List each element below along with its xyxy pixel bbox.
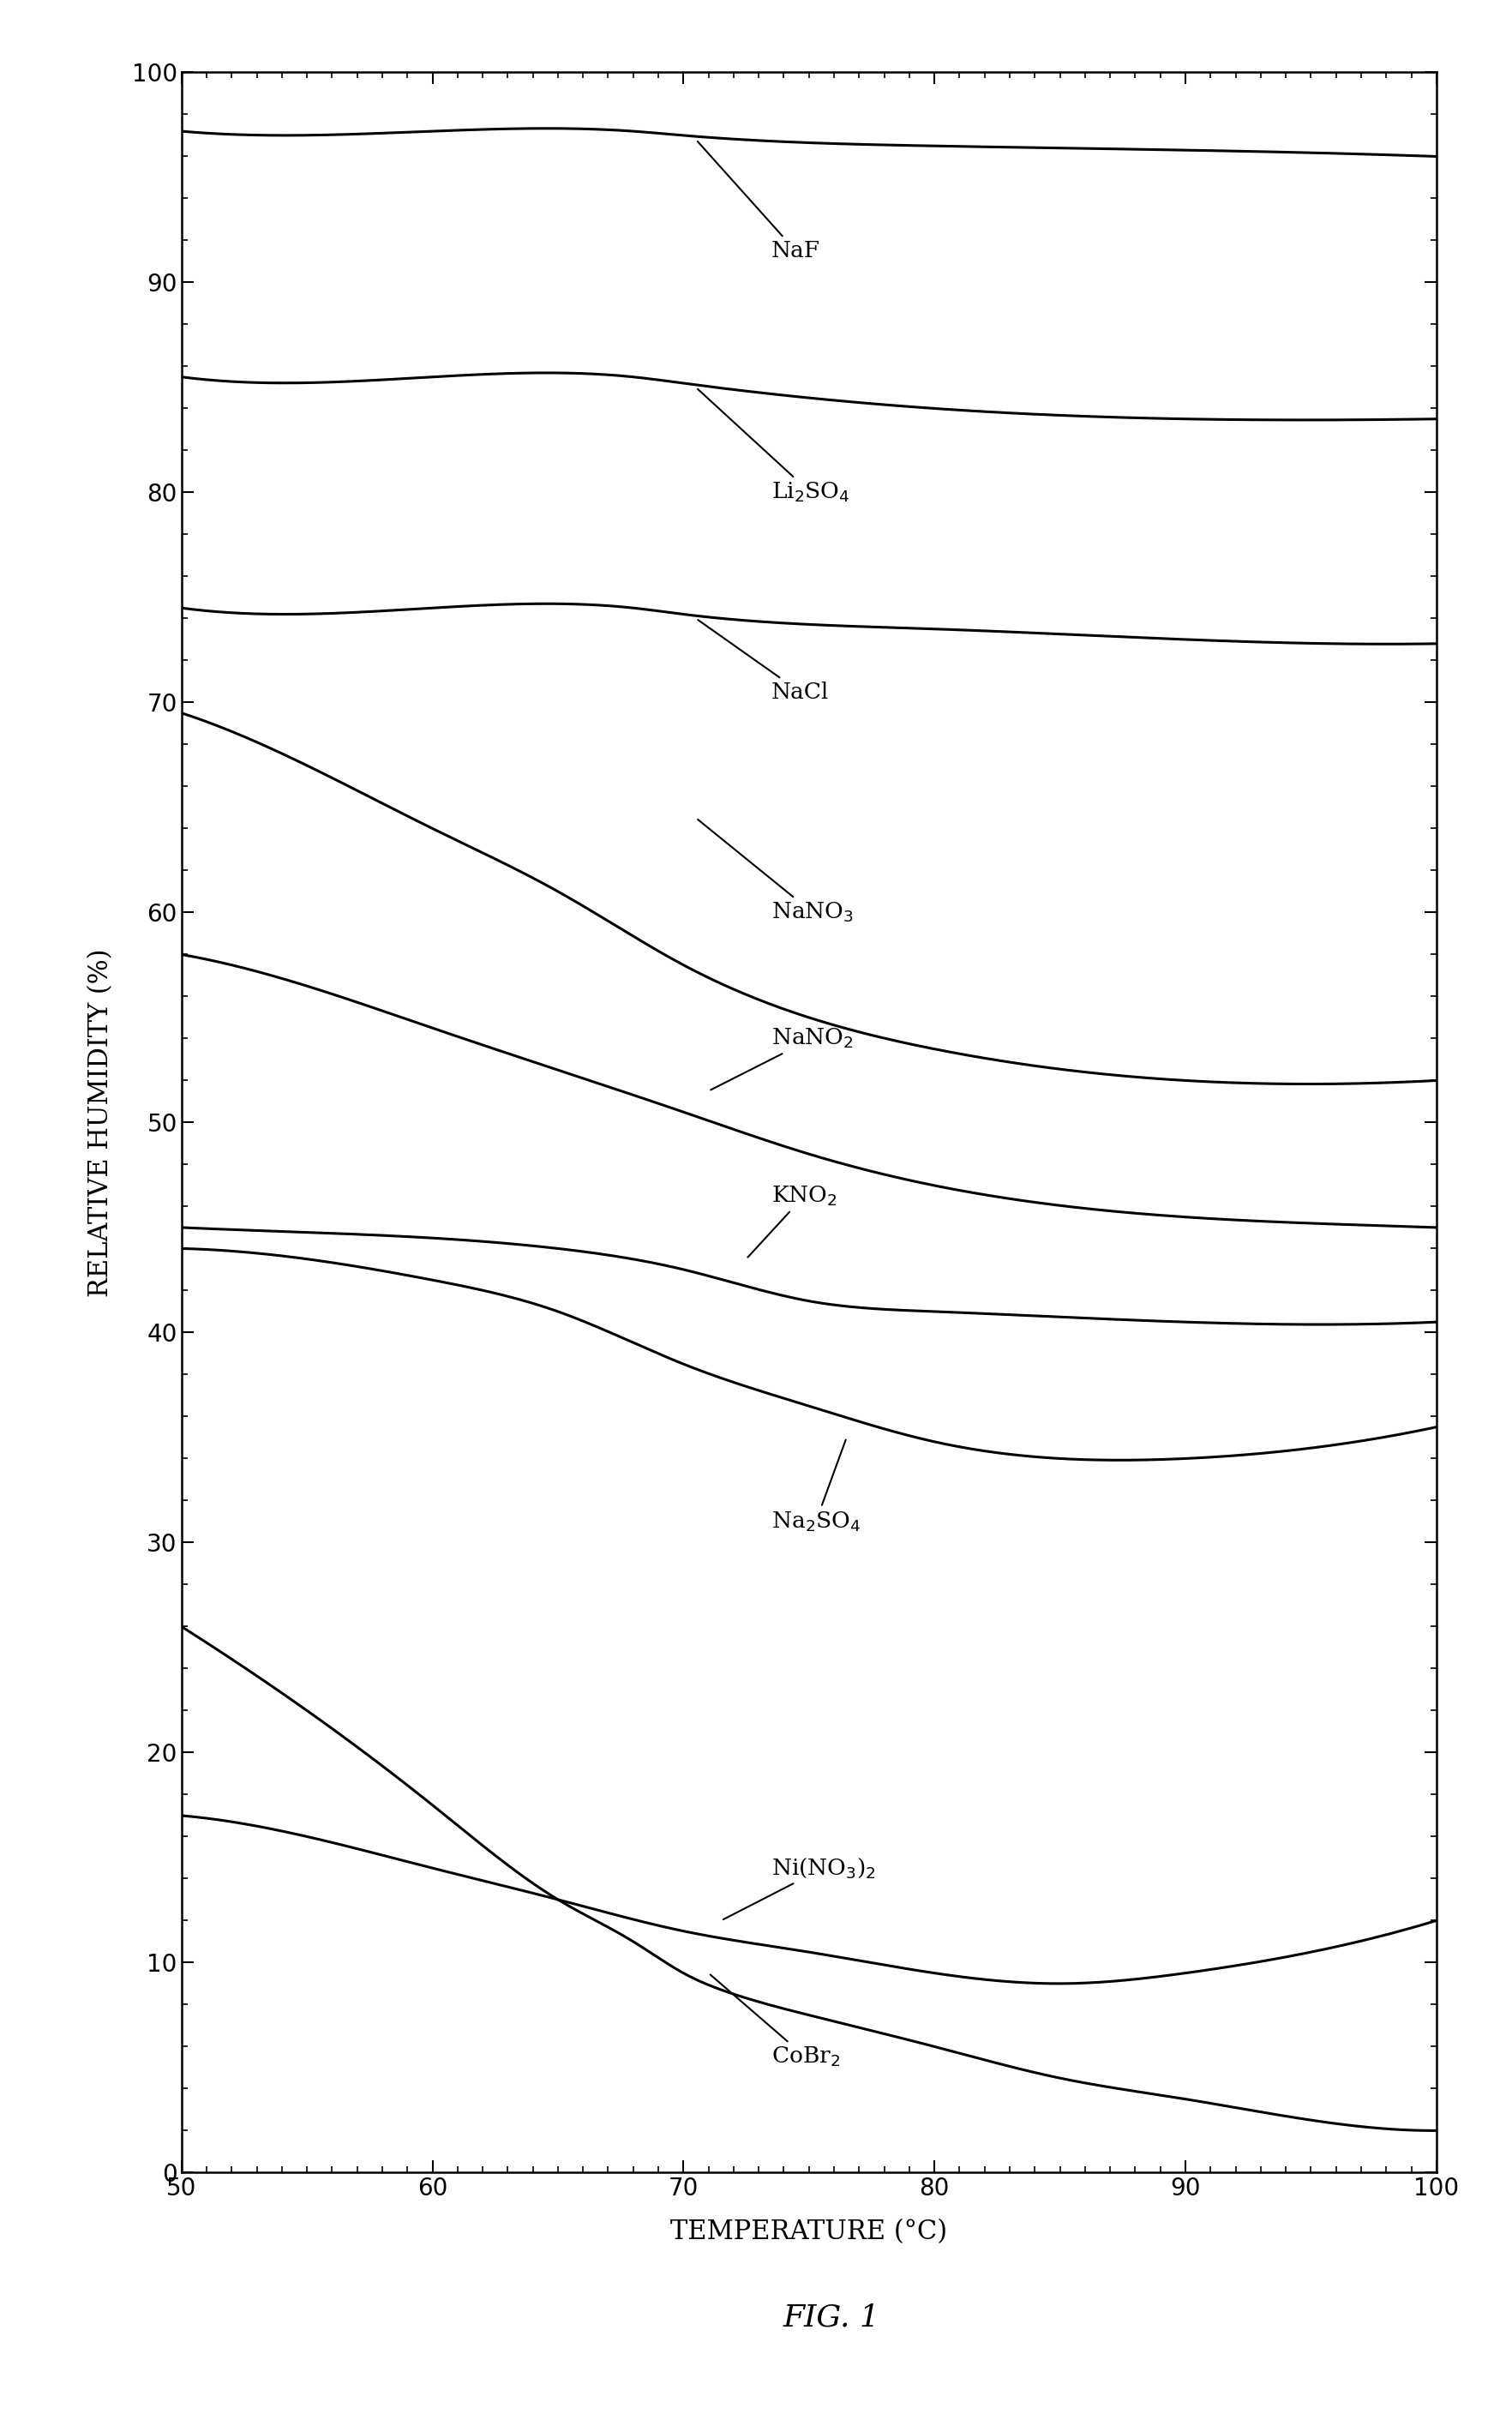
Text: NaF: NaF: [697, 142, 820, 261]
Y-axis label: RELATIVE HUMIDITY (%): RELATIVE HUMIDITY (%): [88, 949, 113, 1296]
Text: NaCl: NaCl: [699, 620, 829, 702]
Text: FIG. 1: FIG. 1: [783, 2303, 880, 2332]
Text: NaNO$_2$: NaNO$_2$: [711, 1026, 853, 1091]
Text: CoBr$_2$: CoBr$_2$: [711, 1975, 841, 2069]
Text: Li$_2$SO$_4$: Li$_2$SO$_4$: [697, 389, 850, 505]
X-axis label: TEMPERATURE (°C): TEMPERATURE (°C): [670, 2218, 948, 2245]
Text: Ni(NO$_3$)$_2$: Ni(NO$_3$)$_2$: [723, 1856, 875, 1919]
Text: Na$_2$SO$_4$: Na$_2$SO$_4$: [771, 1439, 860, 1533]
Text: KNO$_2$: KNO$_2$: [748, 1185, 838, 1258]
Text: NaNO$_3$: NaNO$_3$: [699, 818, 854, 925]
